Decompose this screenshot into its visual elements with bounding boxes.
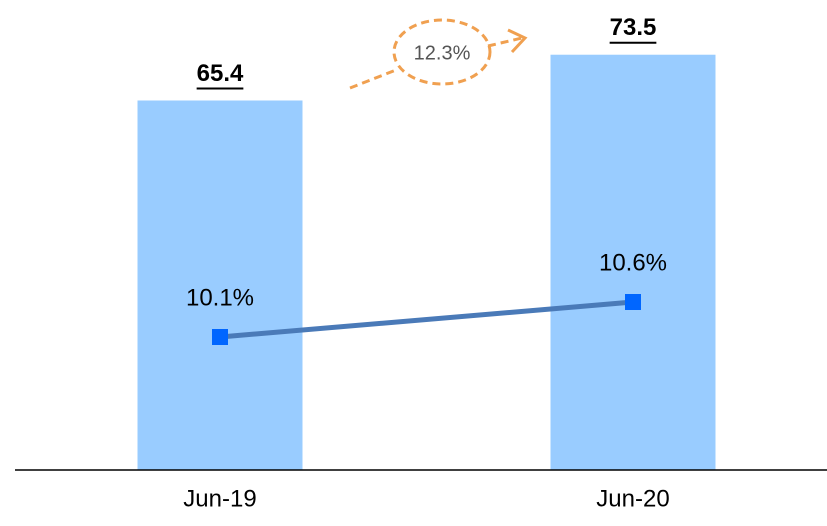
line bbox=[219, 299, 634, 340]
bar bbox=[137, 100, 303, 471]
line-value-label: 10.6% bbox=[599, 249, 667, 276]
annotation-text: 12.3% bbox=[414, 42, 471, 64]
bar-value-label: 73.5 bbox=[610, 14, 657, 41]
annotation-arrow bbox=[349, 68, 397, 90]
x-tick-label: Jun-19 bbox=[183, 485, 256, 512]
annotation-arrowhead bbox=[507, 28, 528, 54]
bar bbox=[550, 54, 716, 470]
line-marker bbox=[625, 294, 641, 310]
annotation-arrow bbox=[487, 36, 523, 48]
x-tick-label: Jun-20 bbox=[596, 485, 669, 512]
bar-value-label: 65.4 bbox=[197, 60, 244, 87]
line-value-label: 10.1% bbox=[186, 284, 254, 311]
growth-annotation: 12.3% bbox=[349, 18, 528, 90]
annotation-ellipse bbox=[392, 18, 492, 86]
line-marker bbox=[212, 329, 228, 345]
